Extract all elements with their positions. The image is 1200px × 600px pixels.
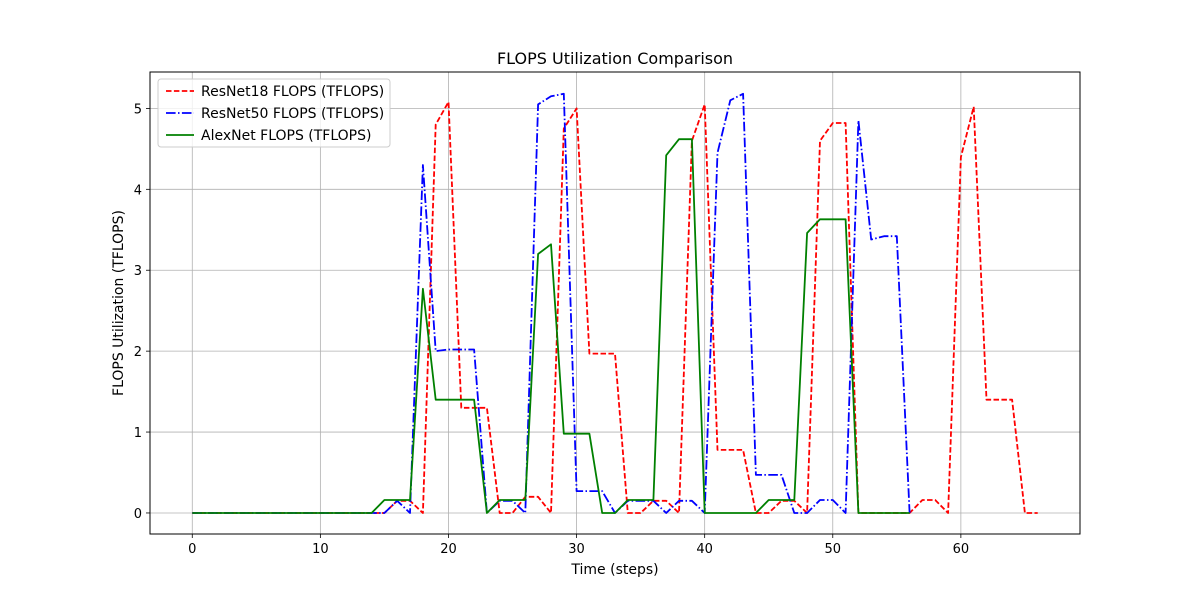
legend-label-1: ResNet18 FLOPS (TFLOPS) xyxy=(201,84,384,100)
y-tick-label: 4 xyxy=(134,183,142,198)
y-tick-label: 1 xyxy=(134,426,142,441)
x-tick-label: 60 xyxy=(953,542,970,557)
x-tick-label: 0 xyxy=(188,542,196,557)
y-tick-label: 5 xyxy=(134,102,142,117)
series-lines xyxy=(192,92,1038,514)
x-tick-label: 30 xyxy=(568,542,585,557)
y-tick-label: 0 xyxy=(134,507,142,522)
y-tick-label: 3 xyxy=(134,264,142,279)
x-tick-label: 20 xyxy=(440,542,457,557)
y-axis-title: FLOPS Utilization (TFLOPS) xyxy=(111,210,127,396)
legend-label-2: ResNet50 FLOPS (TFLOPS) xyxy=(201,106,384,122)
x-tick-label: 40 xyxy=(696,542,713,557)
plot-area xyxy=(150,72,1080,534)
x-tick-label: 10 xyxy=(312,542,329,557)
chart-title: FLOPS Utilization Comparison xyxy=(497,49,733,68)
y-tick-label: 2 xyxy=(134,345,142,360)
series-line-3 xyxy=(192,138,910,514)
x-tick-label: 50 xyxy=(824,542,841,557)
x-axis-title: Time (steps) xyxy=(570,562,658,578)
legend-box xyxy=(157,78,391,148)
legend: ResNet18 FLOPS (TFLOPS) ResNet50 FLOPS (T… xyxy=(157,78,391,148)
ticks: 0 10 20 30 40 50 60 0 1 2 3 4 5 xyxy=(134,102,969,557)
legend-label-3: AlexNet FLOPS (TFLOPS) xyxy=(201,128,371,144)
plot-frame xyxy=(149,71,1081,535)
